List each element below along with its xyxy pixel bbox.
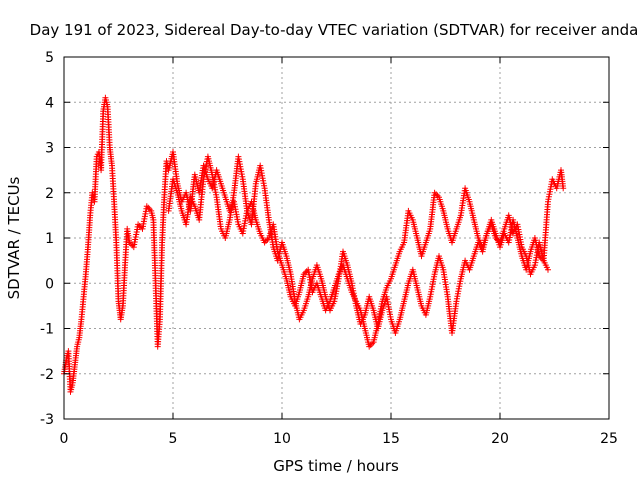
tick-layer xyxy=(63,56,610,420)
y-tick-label: -3 xyxy=(40,412,54,428)
y-tick-label: 3 xyxy=(45,141,54,157)
x-tick-label: 20 xyxy=(491,431,509,447)
x-tick-label: 10 xyxy=(273,431,291,447)
chart-title: Day 191 of 2023, Sidereal Day-to-day VTE… xyxy=(30,21,639,39)
y-tick-label: 5 xyxy=(45,50,54,66)
y-tick-label: 4 xyxy=(45,95,54,111)
data-point xyxy=(545,266,551,273)
y-tick-label: 0 xyxy=(45,276,54,292)
y-axis-title: SDTVAR / TECUs xyxy=(5,176,23,299)
y-tick-label: -2 xyxy=(40,367,54,383)
x-tick-label: 25 xyxy=(600,431,618,447)
x-tick-label: 5 xyxy=(169,431,178,447)
series-1 xyxy=(165,153,551,336)
data-point xyxy=(560,185,567,192)
x-tick-label: 0 xyxy=(60,431,69,447)
x-axis-title: GPS time / hours xyxy=(273,457,399,475)
series-layer xyxy=(61,94,567,395)
y-tick-label: 1 xyxy=(45,231,54,247)
y-tick-label: -1 xyxy=(40,322,54,338)
label-layer: 0 5 10 15 20 25 -3 -2 -1 0 1 2 3 4 5 xyxy=(40,50,618,447)
series-0 xyxy=(61,94,567,395)
y-tick-label: 2 xyxy=(45,186,54,202)
x-tick-label: 15 xyxy=(382,431,400,447)
